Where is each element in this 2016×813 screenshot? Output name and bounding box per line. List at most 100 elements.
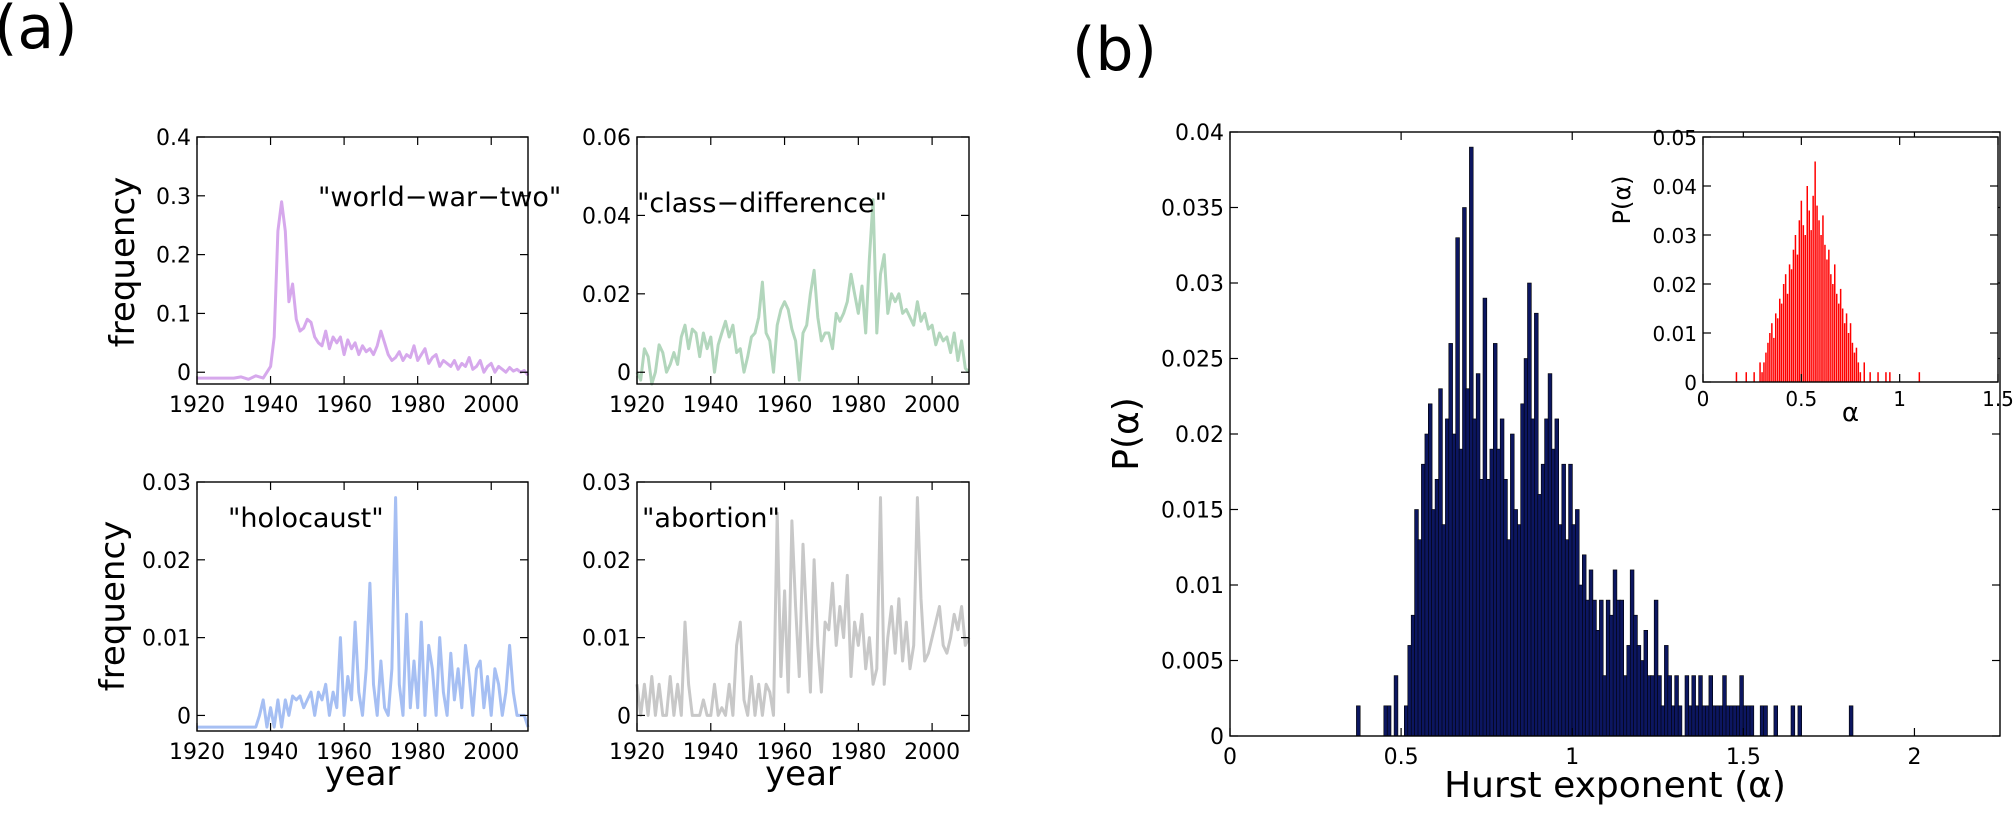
y-tick-label: 0 xyxy=(617,361,631,386)
x-tick-label: 1960 xyxy=(757,740,813,765)
histogram-bar xyxy=(1753,372,1755,382)
abortion-series-line xyxy=(635,496,971,717)
y-tick-label: 0.02 xyxy=(582,283,631,308)
histogram-bar xyxy=(1877,372,1879,382)
histogram-bar xyxy=(1818,220,1820,382)
plot-abortion: 1920 1940 1960 1980 2000 0 0.01 0.02 0.03 "aborti… xyxy=(582,471,971,794)
histogram-bar xyxy=(1804,235,1806,382)
y-tick-label: 0.03 xyxy=(1652,224,1697,248)
holocaust-x-axis-label: year xyxy=(325,754,401,794)
histogram-bar xyxy=(1828,249,1830,382)
histogram-bar xyxy=(1816,205,1818,382)
abortion-axes-frame xyxy=(636,481,970,732)
x-tick-label: 1980 xyxy=(830,393,886,418)
y-tick-label: 0.01 xyxy=(582,627,631,652)
histogram-bar xyxy=(1386,705,1392,737)
histogram-bar xyxy=(1797,705,1803,737)
histogram-bar xyxy=(1759,362,1761,382)
histogram-bar xyxy=(1788,264,1791,382)
x-tick-label: 1940 xyxy=(243,740,299,765)
histogram-bar xyxy=(1775,313,1777,382)
y-tick-label: 0.2 xyxy=(156,244,191,269)
y-tick-label: 0.01 xyxy=(142,627,191,652)
histogram-bar xyxy=(1794,235,1797,382)
histogram-bar xyxy=(1832,284,1834,382)
world-war-two-series-line xyxy=(197,200,530,381)
histogram-bar xyxy=(1841,308,1844,382)
x-tick-label: 0.5 xyxy=(1384,745,1419,770)
histogram-bar xyxy=(1784,274,1787,382)
histogram-bar xyxy=(1735,372,1738,382)
x-tick-label: 2000 xyxy=(463,740,519,765)
histogram-bar xyxy=(1843,323,1846,382)
histogram-bar xyxy=(1773,337,1775,382)
y-tick-label: 0.02 xyxy=(582,549,631,574)
plot-inset-histogram: 0 0.5 1 1.5 0 0.01 0.02 0.03 0.04 0.05 P(α) α xyxy=(1608,126,2014,428)
histogram-bar xyxy=(1393,675,1399,737)
y-tick-label: 0.02 xyxy=(1175,423,1224,448)
y-tick-label: 0.03 xyxy=(1175,272,1224,297)
histogram-bar xyxy=(1851,342,1854,382)
histogram-bar xyxy=(1889,372,1891,382)
x-tick-label: 1 xyxy=(1893,387,1906,411)
histogram-bar xyxy=(1763,705,1768,737)
class-difference-annotation: "class−difference" xyxy=(637,188,887,219)
histogram-bar xyxy=(1796,254,1799,382)
histogram-bar xyxy=(1863,362,1865,382)
histogram-bar xyxy=(1786,293,1789,382)
y-tick-label: 0 xyxy=(177,361,191,386)
plot-holocaust: 1920 1940 1960 1980 2000 0 0.01 0.02 0.03 "holoca… xyxy=(93,471,530,794)
histogram-bar xyxy=(1822,215,1824,382)
plot-class-difference: 1920 1940 1960 1980 2000 0 0.02 0.04 0.06 "class−… xyxy=(582,126,971,418)
histogram-bar xyxy=(1767,342,1769,382)
y-tick-label: 0.04 xyxy=(582,204,631,229)
histogram-bar xyxy=(1834,264,1836,382)
histogram-bar xyxy=(1745,372,1747,382)
y-tick-label: 0.03 xyxy=(142,471,191,496)
plot-world-war-two: 1920 1940 1960 1980 2000 0 0.1 0.2 0.3 0.4 "world−… xyxy=(103,126,561,418)
histogram-bar xyxy=(1765,352,1767,382)
histogram-bar xyxy=(1849,323,1852,382)
histogram-bar xyxy=(1853,352,1856,382)
histogram-bar xyxy=(1780,303,1783,382)
y-tick-label: 0.04 xyxy=(1175,121,1224,146)
x-tick-label: 1940 xyxy=(243,393,299,418)
panel-label-a: (a) xyxy=(0,0,78,63)
x-tick-label: 1920 xyxy=(169,393,225,418)
y-tick-label: 0.04 xyxy=(1652,175,1697,199)
x-tick-label: 1920 xyxy=(609,740,665,765)
y-tick-label: 0 xyxy=(1684,371,1697,395)
y-tick-label: 0.05 xyxy=(1652,126,1697,150)
histogram-bar xyxy=(1812,195,1814,382)
inset-histogram-axes-frame xyxy=(1702,136,1999,383)
x-tick-label: 1940 xyxy=(683,740,739,765)
histogram-bar xyxy=(1798,220,1801,382)
histogram-bar xyxy=(1855,347,1858,382)
x-tick-label: 1980 xyxy=(830,740,886,765)
inset-histogram-y-axis-label: P(α) xyxy=(1608,175,1636,224)
histogram-bar xyxy=(1885,372,1887,382)
histogram-bar xyxy=(1806,186,1808,382)
x-tick-label: 1920 xyxy=(169,740,225,765)
y-tick-label: 0.01 xyxy=(1175,574,1224,599)
y-tick-label: 0.02 xyxy=(142,549,191,574)
class-difference-axes-frame xyxy=(636,136,970,385)
histogram-bar xyxy=(1848,705,1854,737)
y-tick-label: 0.02 xyxy=(1652,273,1697,297)
histogram-bar xyxy=(1845,313,1848,382)
y-tick-label: 0.01 xyxy=(1652,322,1697,346)
x-tick-label: 0 xyxy=(1697,387,1710,411)
y-tick-label: 0 xyxy=(177,704,191,729)
holocaust-series-line xyxy=(197,496,530,729)
holocaust-y-axis-label: frequency xyxy=(93,521,133,692)
world-war-two-annotation: "world−war−two" xyxy=(318,182,561,213)
histogram-bar xyxy=(1839,288,1842,382)
histogram-bar xyxy=(1838,303,1840,382)
x-tick-label: 1980 xyxy=(390,740,446,765)
world-war-two-y-axis-label: frequency xyxy=(103,177,143,348)
x-tick-label: 1960 xyxy=(757,393,813,418)
y-tick-label: 0.03 xyxy=(582,471,631,496)
y-tick-label: 0 xyxy=(617,704,631,729)
y-tick-label: 0.025 xyxy=(1161,348,1224,373)
